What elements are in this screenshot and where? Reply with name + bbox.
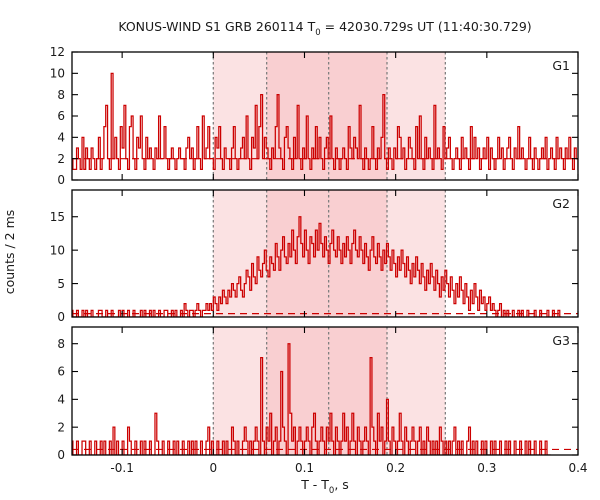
x-tick-label: 0.4 — [568, 461, 587, 475]
y-tick-label: 10 — [50, 243, 65, 257]
x-tick-label: 0.2 — [386, 461, 405, 475]
y-tick-label: 8 — [57, 337, 65, 351]
figure-title: KONUS-WIND S1 GRB 260114 T0 = 42030.729s… — [118, 19, 531, 38]
lightcurve-trace-g3 — [72, 343, 551, 455]
x-tick-label: -0.1 — [110, 461, 133, 475]
panel-key-label-g2: G2 — [552, 196, 570, 211]
y-tick-label: 5 — [57, 277, 65, 291]
y-tick-label: 6 — [57, 365, 65, 379]
y-tick-label: 10 — [50, 67, 65, 81]
y-tick-label: 0 — [57, 310, 65, 324]
panel-g2: 0 5 10 15 G2 — [50, 189, 579, 324]
x-tick-label: 0.1 — [295, 461, 314, 475]
lightcurve-trace-g2 — [72, 216, 562, 317]
panel-frame — [71, 189, 579, 318]
panel-key-label-g3: G3 — [552, 333, 570, 348]
y-axis-label: counts / 2 ms — [2, 210, 17, 295]
x-tick-labels: -0.1 0 0.1 0.2 0.3 0.4 — [110, 461, 587, 475]
panel-frame — [71, 51, 579, 181]
panels-group: 0 2 4 6 8 10 12 G1 0 5 10 15 G2 0 2 4 6 8 G3 — [50, 45, 579, 462]
x-tick-label: 0 — [209, 461, 217, 475]
y-tick-label: 15 — [50, 210, 65, 224]
y-tick-label: 4 — [57, 393, 65, 407]
y-tick-label: 4 — [57, 131, 65, 145]
y-tick-label: 6 — [57, 109, 65, 123]
y-tick-label: 0 — [57, 173, 65, 187]
y-tick-label: 8 — [57, 88, 65, 102]
y-tick-label: 12 — [50, 45, 65, 59]
lightcurve-trace-g1 — [72, 72, 578, 170]
panel-g3: 0 2 4 6 8 G3 — [57, 326, 579, 462]
panel-g1: 0 2 4 6 8 10 12 G1 — [50, 45, 579, 187]
x-tick-label: 0.3 — [477, 461, 496, 475]
y-tick-label: 2 — [57, 152, 65, 166]
y-tick-label: 0 — [57, 448, 65, 462]
panel-frame — [71, 326, 579, 456]
y-tick-label: 2 — [57, 420, 65, 434]
panel-key-label-g1: G1 — [552, 58, 570, 73]
x-axis-label: T - T0, s — [300, 477, 349, 496]
